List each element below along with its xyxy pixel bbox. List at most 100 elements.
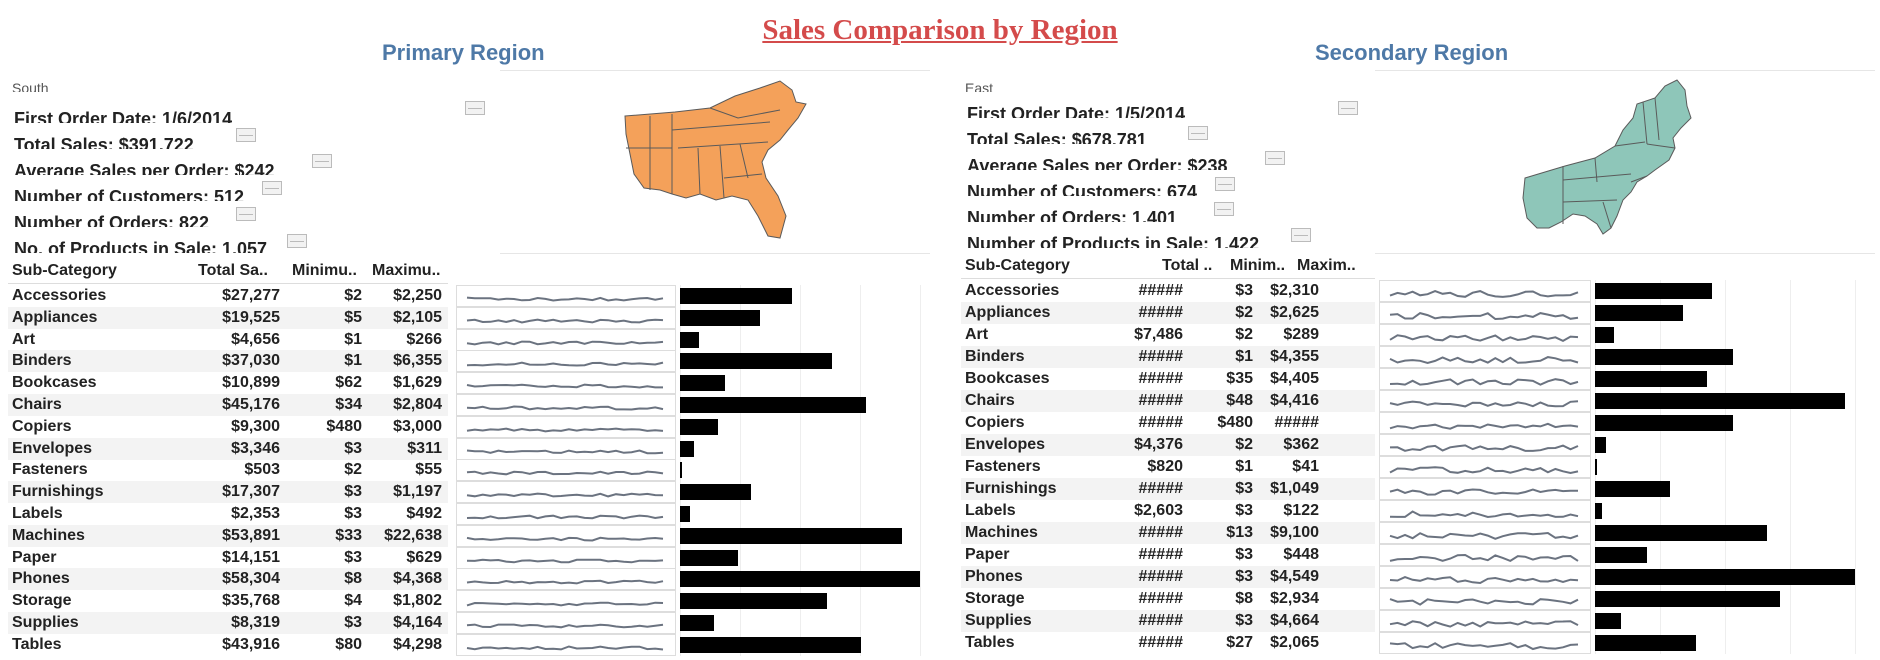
sparkline-cell[interactable] [456,546,676,569]
sparkline-cell[interactable] [456,612,676,634]
sales-bar[interactable] [1595,437,1607,453]
table-row[interactable]: Tables $43,916 $80 $4,298 [8,634,448,656]
max-sales-header[interactable]: Maximu.. [372,262,441,279]
sparkline-cell[interactable] [1379,390,1591,412]
table-row[interactable]: Furnishings ##### $3 $1,049 [961,478,1375,500]
tooltip-icon[interactable] [1265,151,1285,165]
table-row[interactable]: Phones ##### $3 $4,549 [961,566,1375,588]
sparkline-cell[interactable] [456,437,676,460]
max-sales-header[interactable]: Maxim.. [1297,257,1356,274]
sparkline-cell[interactable] [1379,610,1591,632]
sales-bar[interactable] [1595,481,1671,497]
sales-bar[interactable] [1595,459,1598,475]
table-row[interactable]: Supplies ##### $3 $4,664 [961,610,1375,632]
table-row[interactable]: Binders ##### $1 $4,355 [961,346,1375,368]
sparkline-cell[interactable] [1379,412,1591,434]
table-row[interactable]: Bookcases ##### $35 $4,405 [961,368,1375,390]
sales-bar[interactable] [680,636,861,653]
table-row[interactable]: Art $4,656 $1 $266 [8,329,448,351]
sparkline-cell[interactable] [1379,632,1591,654]
sales-bar[interactable] [680,288,793,304]
table-row[interactable]: Accessories ##### $3 $2,310 [961,280,1375,302]
sales-bar[interactable] [680,353,833,370]
tooltip-icon[interactable] [287,234,307,248]
sales-bar[interactable] [680,440,694,457]
sparkline-cell[interactable] [456,481,676,504]
sales-bar[interactable] [680,375,725,392]
sales-bar[interactable] [680,549,739,566]
tooltip-icon[interactable] [236,207,256,221]
sparkline-cell[interactable] [456,415,676,438]
sales-bar[interactable] [1595,283,1712,299]
east-region-map[interactable] [1515,78,1695,248]
table-row[interactable]: Furnishings $17,307 $3 $1,197 [8,481,448,504]
table-row[interactable]: Binders $37,030 $1 $6,355 [8,350,448,373]
sparkline-cell[interactable] [456,394,676,416]
table-row[interactable]: Supplies $8,319 $3 $4,164 [8,612,448,634]
sparkline-cell[interactable] [456,503,676,525]
sales-bar[interactable] [1595,305,1684,321]
sales-bar[interactable] [680,593,828,610]
table-row[interactable]: Copiers ##### $480 ##### [961,412,1375,434]
sales-bar[interactable] [680,527,902,544]
sparkline-cell[interactable] [1379,368,1591,390]
table-row[interactable]: Copiers $9,300 $480 $3,000 [8,416,448,438]
table-row[interactable]: Phones $58,304 $8 $4,368 [8,568,448,591]
table-row[interactable]: Paper $14,151 $3 $629 [8,547,448,569]
subcategory-header[interactable]: Sub-Category [12,262,117,279]
sales-bar[interactable] [1595,525,1767,541]
table-row[interactable]: Tables ##### $27 $2,065 [961,632,1375,654]
sparkline-cell[interactable] [1379,324,1591,346]
sparkline-cell[interactable] [1379,456,1591,478]
sparkline-cell[interactable] [456,372,676,395]
min-sales-header[interactable]: Minim.. [1230,257,1286,274]
sales-bar[interactable] [680,615,715,631]
sales-bar[interactable] [680,571,920,588]
table-row[interactable]: Envelopes $4,376 $2 $362 [961,434,1375,456]
min-sales-header[interactable]: Minimu.. [292,262,357,279]
table-row[interactable]: Art $7,486 $2 $289 [961,324,1375,346]
tooltip-icon[interactable] [262,181,282,195]
sparkline-cell[interactable] [1379,478,1591,500]
sales-bar[interactable] [1595,613,1621,629]
total-sales-header[interactable]: Total Sa.. [198,262,268,279]
sparkline-cell[interactable] [1379,280,1591,302]
table-row[interactable]: Accessories $27,277 $2 $2,250 [8,285,448,307]
tooltip-icon[interactable] [465,101,485,115]
south-region-map[interactable] [620,78,810,243]
sales-bar[interactable] [1595,393,1845,409]
table-row[interactable]: Storage $35,768 $4 $1,802 [8,590,448,612]
tooltip-icon[interactable] [1215,177,1235,191]
sales-bar[interactable] [1595,635,1697,651]
tooltip-icon[interactable] [236,128,256,142]
sparkline-cell[interactable] [1379,522,1591,544]
tooltip-icon[interactable] [1291,228,1311,242]
sparkline-cell[interactable] [456,633,676,656]
sparkline-cell[interactable] [456,459,676,482]
sales-bar[interactable] [1595,569,1855,585]
sales-bar[interactable] [1595,591,1780,607]
sales-bar[interactable] [680,309,761,326]
sparkline-cell[interactable] [1379,588,1591,610]
table-row[interactable]: Bookcases $10,899 $62 $1,629 [8,372,448,394]
sales-bar[interactable] [680,397,866,413]
sparkline-cell[interactable] [1379,434,1591,456]
sales-bar[interactable] [1595,349,1733,365]
sales-bar[interactable] [680,462,683,479]
sales-bar[interactable] [680,484,752,501]
sales-bar[interactable] [1595,547,1647,563]
sparkline-cell[interactable] [456,306,676,329]
table-row[interactable]: Appliances ##### $2 $2,625 [961,302,1375,324]
sales-bar[interactable] [680,506,690,522]
sales-bar[interactable] [1595,503,1602,519]
secondary-region-name[interactable]: East [965,80,994,92]
table-row[interactable]: Chairs $45,176 $34 $2,804 [8,394,448,416]
table-row[interactable]: Labels $2,353 $3 $492 [8,503,448,525]
table-row[interactable]: Fasteners $820 $1 $41 [961,456,1375,478]
table-row[interactable]: Appliances $19,525 $5 $2,105 [8,306,448,329]
sparkline-cell[interactable] [456,285,676,307]
tooltip-icon[interactable] [1214,202,1234,216]
sparkline-cell[interactable] [1379,544,1591,566]
table-row[interactable]: Envelopes $3,346 $3 $311 [8,437,448,460]
subcategory-header[interactable]: Sub-Category [965,257,1070,274]
